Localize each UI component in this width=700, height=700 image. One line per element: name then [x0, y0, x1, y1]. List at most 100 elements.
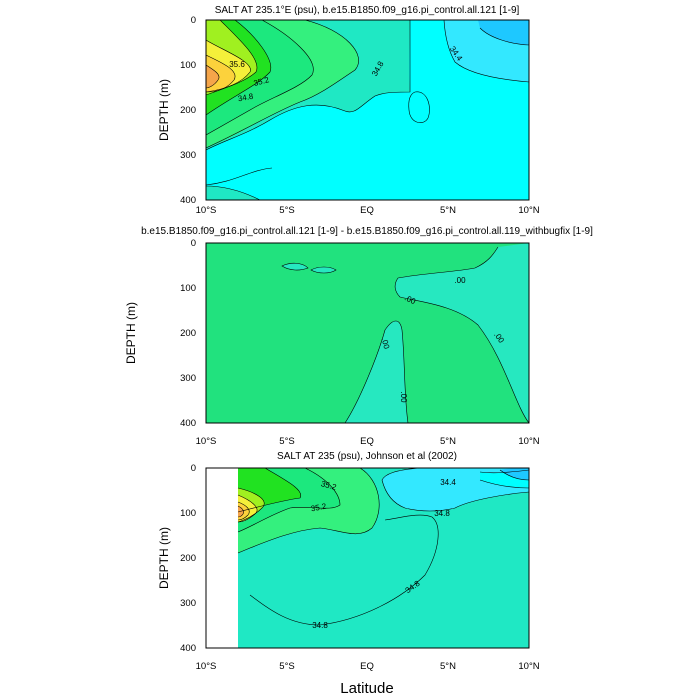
panel-2-y-tick-label: 300: [180, 373, 196, 384]
panel-1-contour-line: [206, 39, 251, 93]
panel-3-contour-label: 35.2: [310, 502, 327, 514]
panel-1-contour-line: [206, 20, 314, 136]
panel-1-x-tick-label: 10°N: [518, 205, 539, 216]
panel-3-x-tick-label: 5°N: [440, 661, 456, 672]
panel-1-y-label: DEPTH (m): [157, 79, 171, 141]
panel-1-x-tick-label: 5°S: [279, 205, 294, 216]
panel-3-y-tick-label: 200: [180, 553, 196, 564]
panel-3-contour-label: 35.2: [320, 479, 338, 492]
panel-2-x-ticks: 10°S 5°S EQ 5°N 10°N: [196, 436, 540, 447]
panel-2-title: b.e15.B1850.f09_g16.pi_control.all.121 […: [141, 226, 593, 237]
panel-3-contour-line: [237, 501, 250, 521]
panel-3-contour-line: [237, 468, 380, 554]
figure-x-axis-label: Latitude: [340, 680, 393, 697]
panel-2-x-tick-label: 10°N: [518, 436, 539, 447]
panel-2: b.e15.B1850.f09_g16.pi_control.all.121 […: [124, 226, 593, 447]
panel-1-x-tick-label: 10°S: [196, 205, 217, 216]
panel-2-y-tick-label: 200: [180, 328, 196, 339]
panel-3-x-tick-label: EQ: [360, 661, 374, 672]
panel-3-contour-label: 34.4: [440, 478, 456, 487]
panel-1-y-tick-label: 0: [191, 15, 196, 26]
panel-1: SALT AT 235.1°E (psu), b.e15.B1850.f09_g…: [157, 5, 540, 216]
panel-1-contour-line: [206, 54, 236, 93]
panel-2-y-label: DEPTH (m): [124, 302, 138, 364]
panel-3-contour-line: [479, 479, 529, 489]
panel-1-contour-line: [206, 20, 411, 151]
panel-3-y-tick-label: 300: [180, 598, 196, 609]
panel-3-contour-line: [237, 505, 244, 518]
panel-2-contour-label: .00: [399, 391, 408, 403]
panel-3-y-label: DEPTH (m): [157, 527, 171, 589]
panel-2-x-tick-label: 5°N: [440, 436, 456, 447]
panel-3-contour-line: [237, 468, 341, 533]
panel-3-title: SALT AT 235 (psu), Johnson et al (2002): [277, 451, 457, 462]
panel-2-frame: [205, 242, 530, 424]
panel-3-y-tick-label: 100: [180, 508, 196, 519]
panel-3-x-tick-label: 10°N: [518, 661, 539, 672]
panel-1-x-ticks: 10°S 5°S EQ 5°N 10°N: [196, 205, 540, 216]
panel-1-contour-line: [408, 91, 430, 123]
panel-1-contour-label: 34.8: [237, 92, 254, 104]
panel-1-y-tick-label: 400: [180, 195, 196, 206]
panel-2-contour-label: .00: [380, 337, 392, 351]
panel-2-band-aqua-lower: [345, 321, 408, 423]
panel-1-y-ticks: 0 100 200 300 400: [180, 15, 196, 206]
panel-3-y-ticks: 0 100 200 300 400: [180, 463, 196, 654]
panel-3-x-ticks: 10°S 5°S EQ 5°N 10°N: [196, 661, 540, 672]
panel-3-y-tick-label: 0: [191, 463, 196, 474]
panel-3-contour-line: [249, 514, 439, 626]
panel-1-contour-label: 35.6: [229, 60, 245, 69]
panel-3-contour-line: [237, 468, 302, 513]
panel-1-contour-label: 35.2: [253, 75, 271, 88]
panel-1-frame: [205, 19, 530, 201]
panel-1-contour-line: [443, 20, 529, 83]
panel-2-band-aqua-blob-b: [311, 267, 336, 273]
panel-2-contour-line: [281, 262, 309, 271]
panel-2-contour-label: .00: [403, 293, 417, 306]
panel-2-contour-line: [344, 320, 409, 423]
panel-1-band-orange: [206, 65, 220, 88]
panel-2-contour-label: .00: [454, 276, 466, 285]
panel-3-contour-line: [237, 487, 265, 523]
panel-3-contour-line: [237, 494, 258, 523]
panel-1-contour-line: [206, 185, 261, 200]
panel-3-x-tick-label: 5°S: [279, 661, 294, 672]
panel-2-x-tick-label: EQ: [360, 436, 374, 447]
panel-3-plot: [206, 468, 529, 648]
panel-3-frame: [205, 467, 530, 649]
panel-1-contour-line: [206, 64, 220, 89]
panel-1-y-tick-label: 300: [180, 150, 196, 161]
panel-3-contour-label: 34.8: [312, 621, 328, 630]
panel-3-contour-line: [381, 479, 529, 512]
panel-2-y-tick-label: 400: [180, 418, 196, 429]
panel-1-y-tick-label: 100: [180, 60, 196, 71]
panel-1-contour-line: [479, 27, 529, 46]
panel-2-y-tick-label: 100: [180, 283, 196, 294]
panel-2-contour-line: [394, 246, 529, 423]
panel-1-y-tick-label: 200: [180, 105, 196, 116]
panel-1-band-azure: [478, 20, 529, 45]
panel-2-contour-line: [310, 266, 337, 274]
panel-3-contour-line: [499, 469, 529, 481]
panel-3-contour-line: [381, 468, 421, 481]
panel-3-contour-label: 34.8: [434, 509, 450, 518]
panel-2-plot: [206, 243, 529, 423]
panel-2-band-aqua-blob-a: [282, 263, 308, 271]
panel-1-band-deep-layer: [206, 186, 260, 200]
panel-1-plot: [206, 20, 529, 200]
panel-2-x-tick-label: 5°S: [279, 436, 294, 447]
panel-3-no-data: [206, 468, 238, 648]
panel-2-band-aqua-right: [395, 243, 529, 423]
panel-1-x-tick-label: EQ: [360, 205, 374, 216]
panel-3-y-tick-label: 400: [180, 643, 196, 654]
panel-2-y-ticks: 0 100 200 300 400: [180, 238, 196, 429]
panel-3: SALT AT 235 (psu), Johnson et al (2002): [157, 451, 540, 672]
panel-1-contour-line: [206, 20, 272, 116]
panel-2-y-tick-label: 0: [191, 238, 196, 249]
panel-2-x-tick-label: 10°S: [196, 436, 217, 447]
panel-1-title: SALT AT 235.1°E (psu), b.e15.B1850.f09_g…: [215, 5, 520, 16]
panel-1-contour-line: [206, 20, 359, 149]
panel-1-contour-line: [206, 167, 273, 186]
panel-3-x-tick-label: 10°S: [196, 661, 217, 672]
